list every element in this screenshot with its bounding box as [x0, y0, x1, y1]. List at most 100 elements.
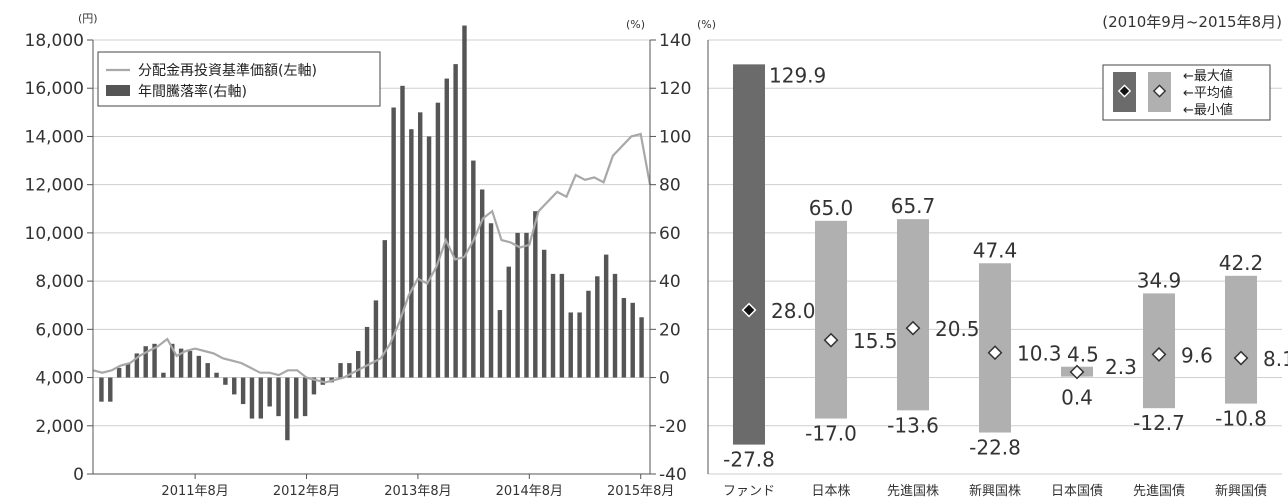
return-bar	[417, 112, 423, 378]
x-tick-label: 2011年8月	[161, 484, 228, 499]
avg-label: 10.3	[1017, 342, 1062, 366]
range-legend-other-marker	[1152, 84, 1167, 98]
return-bar	[338, 363, 343, 378]
right-chart: (%) (2010年9月~2015年8月) 129.9 28.0 -27.8 ファンド…	[697, 13, 1288, 499]
return-bar	[258, 377, 264, 419]
legend-bar-swatch	[106, 85, 130, 96]
right-tick-label: 60	[659, 224, 681, 244]
left-tick-label: 12,000	[25, 176, 84, 196]
min-label: -17.0	[805, 422, 857, 446]
category-label: 先進国債	[1133, 484, 1185, 499]
return-bar	[232, 377, 237, 395]
return-bar	[577, 312, 582, 378]
x-tick-label: 2013年8月	[384, 484, 451, 499]
right-tick-label: 100	[659, 127, 691, 147]
min-label: 0.4	[1061, 386, 1093, 410]
range-legend-avg: ←平均値	[1183, 85, 1233, 101]
return-bar	[240, 377, 246, 405]
return-bar	[205, 363, 210, 378]
return-bar	[161, 372, 166, 378]
return-bar	[541, 249, 547, 378]
return-bar	[134, 353, 140, 378]
max-label: 4.5	[1067, 343, 1099, 367]
avg-marker	[987, 345, 1003, 361]
return-bar	[479, 189, 485, 378]
avg-marker	[823, 332, 839, 348]
right-chart-unit: (%)	[697, 18, 716, 31]
left-tick-label: 14,000	[25, 127, 84, 147]
return-bar	[462, 25, 467, 378]
return-bar	[214, 372, 219, 378]
left-tick-label: 18,000	[25, 31, 84, 51]
return-bar	[444, 78, 449, 378]
category-label: 日本株	[811, 484, 850, 499]
return-bar	[506, 266, 511, 378]
avg-marker	[1233, 350, 1249, 366]
return-bar	[276, 377, 281, 417]
avg-label: 28.0	[771, 299, 816, 323]
legend-line-label: 分配金再投資基準価額(左軸)	[138, 62, 317, 79]
return-bar	[223, 377, 228, 385]
return-bar	[364, 326, 370, 378]
return-bar	[426, 136, 432, 378]
max-label: 42.2	[1219, 251, 1264, 275]
legend-box	[97, 51, 381, 107]
return-bar	[400, 85, 405, 378]
avg-marker	[905, 320, 921, 336]
return-bar	[249, 377, 255, 419]
return-bar	[347, 363, 352, 378]
range-bar	[733, 64, 765, 445]
range-legend-max: ←最大値	[1183, 68, 1233, 84]
return-bar	[559, 273, 565, 378]
return-bar	[356, 351, 361, 378]
return-bar	[595, 276, 600, 378]
left-tick-label: 8,000	[35, 272, 84, 292]
category-label: 新興国債	[1215, 483, 1267, 499]
return-bar	[143, 346, 148, 378]
avg-marker	[741, 302, 757, 318]
return-bar	[603, 254, 609, 378]
x-tick-label: 2014年8月	[496, 484, 563, 499]
right-tick-label: -40	[659, 465, 687, 485]
return-bar	[568, 312, 573, 378]
legend: 分配金再投資基準価額(左軸) 年間騰落率(右軸)	[97, 51, 381, 107]
avg-label: 20.5	[935, 317, 980, 341]
right-tick-label: 120	[659, 79, 691, 99]
return-bar	[435, 102, 441, 378]
return-bar	[285, 377, 290, 441]
max-label: 65.0	[809, 196, 854, 220]
return-bar	[294, 377, 299, 419]
return-bar	[108, 377, 113, 402]
category-label: 先進国株	[887, 484, 939, 499]
min-label: -13.6	[887, 413, 939, 437]
category-label: 新興国株	[969, 483, 1021, 499]
return-bar	[497, 310, 503, 378]
return-bar	[152, 343, 157, 378]
range-bar	[815, 220, 847, 419]
left-tick-label: 6,000	[35, 320, 84, 340]
return-bar	[639, 317, 644, 378]
range-legend-min: ←最小値	[1183, 102, 1233, 118]
return-bar	[586, 290, 591, 378]
legend-bar-label: 年間騰落率(右軸)	[138, 83, 247, 100]
return-bar	[515, 232, 520, 378]
min-label: -10.8	[1215, 407, 1267, 431]
right-tick-label: 20	[659, 320, 681, 340]
return-bar	[187, 351, 193, 378]
return-bar	[311, 377, 317, 395]
return-bar	[630, 302, 635, 378]
range-bar	[897, 219, 929, 411]
avg-marker	[1151, 346, 1167, 362]
avg-label: 9.6	[1181, 343, 1213, 367]
return-bar	[302, 377, 308, 417]
left-tick-label: 10,000	[25, 224, 84, 244]
left-chart: 0 2,000 4,000 6,000 8,000 10,000 12,000 14,000 1…	[25, 12, 692, 499]
return-bar	[391, 107, 396, 378]
nav-line	[92, 132, 652, 384]
category-label: 日本国債	[1051, 484, 1103, 499]
return-bar	[178, 348, 184, 378]
return-bar	[550, 273, 556, 378]
avg-label: 8.1	[1263, 347, 1288, 371]
return-bar	[409, 129, 414, 378]
